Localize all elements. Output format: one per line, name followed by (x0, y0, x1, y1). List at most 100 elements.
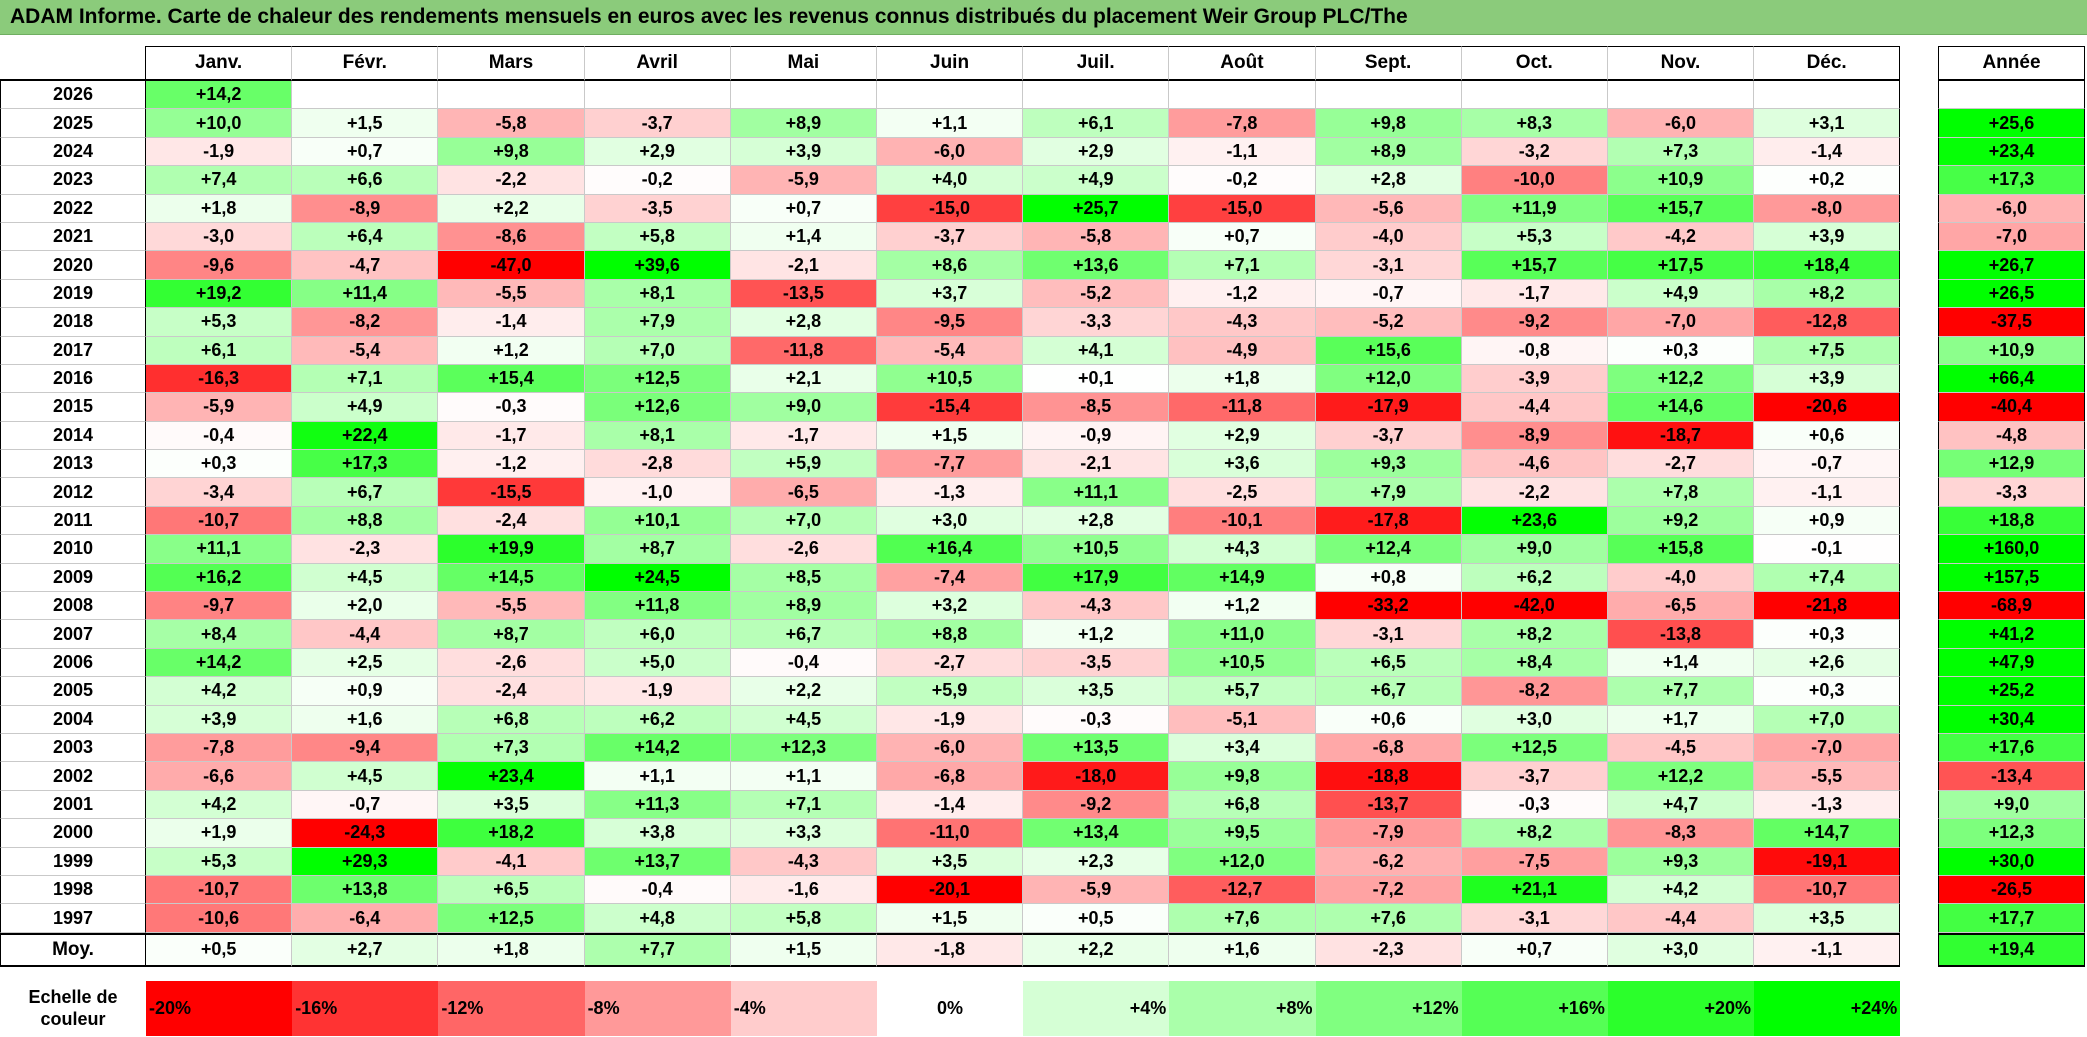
heatmap-cell: -1,2 (438, 450, 585, 479)
month-header: Mars (438, 46, 585, 81)
heatmap-cell: -5,4 (876, 336, 1024, 365)
heatmap-cell: +13,6 (1023, 251, 1170, 280)
heatmap-cell: -5,2 (1023, 279, 1170, 309)
heatmap-cell: -2,1 (1023, 450, 1170, 479)
annual-cell (1938, 81, 2085, 110)
heatmap-cell: +22,4 (292, 421, 439, 451)
heatmap-cell: -1,3 (1754, 790, 1901, 820)
heatmap-cell: +4,3 (1169, 535, 1316, 564)
heatmap-cell: -3,9 (1461, 364, 1608, 394)
month-header: Avril (584, 46, 731, 81)
heatmap-cell: -9,5 (876, 308, 1024, 337)
heatmap-cell: -5,9 (730, 166, 877, 195)
heatmap-cell: +6,2 (1461, 563, 1608, 593)
month-header: Janv. (146, 46, 293, 81)
heatmap-cell: -18,8 (1315, 762, 1462, 791)
heatmap-cell: +3,5 (438, 790, 585, 820)
heatmap-cell: +7,3 (438, 733, 585, 763)
heatmap-cell: +8,6 (876, 251, 1024, 280)
heatmap-cell: +1,7 (1607, 705, 1755, 734)
year-label: 2012 (0, 478, 146, 507)
annual-cell: +25,6 (1938, 109, 2085, 138)
heatmap-cell: -3,5 (584, 194, 731, 223)
heatmap-cell: +12,4 (1315, 535, 1462, 564)
heatmap-cell: +14,9 (1169, 563, 1316, 593)
heatmap-cell: +4,5 (292, 762, 439, 791)
heatmap-cell: +9,8 (1315, 109, 1462, 138)
heatmap-cell: +7,0 (730, 506, 877, 536)
heatmap-cell: -2,1 (730, 251, 877, 280)
heatmap-cell: +2,8 (1315, 166, 1462, 195)
heatmap-cell: +11,0 (1169, 620, 1316, 649)
heatmap-cell: -1,7 (438, 421, 585, 451)
heatmap-cell: -8,9 (292, 194, 439, 223)
month-header: Juil. (1023, 46, 1170, 81)
heatmap-cell: -0,3 (1023, 705, 1170, 734)
heatmap-cell: -7,4 (876, 563, 1024, 593)
average-annual-cell: +19,4 (1938, 932, 2085, 967)
year-label: 2008 (0, 592, 146, 621)
average-cell: -1,8 (876, 932, 1024, 967)
heatmap-cell: -9,7 (146, 592, 293, 621)
heatmap-cell: +16,4 (876, 535, 1024, 564)
heatmap-cell: -13,7 (1315, 790, 1462, 820)
heatmap-cell: +6,8 (438, 705, 585, 734)
heatmap-cell: -4,4 (292, 620, 439, 649)
annual-header: Année (1938, 46, 2085, 81)
heatmap-cell: +3,9 (146, 705, 293, 734)
year-label: 2005 (0, 677, 146, 706)
heatmap-cell: +3,9 (1754, 222, 1901, 252)
year-label: 2000 (0, 819, 146, 848)
header-corner (0, 46, 146, 81)
heatmap-cell: +17,3 (292, 450, 439, 479)
heatmap-cell: -2,6 (438, 648, 585, 678)
year-label: 2015 (0, 393, 146, 422)
heatmap-cell: +1,1 (584, 762, 731, 791)
heatmap-cell (1607, 81, 1755, 110)
heatmap-cell: +12,2 (1607, 762, 1755, 791)
heatmap-cell: +4,0 (876, 166, 1024, 195)
heatmap-cell: -12,8 (1754, 308, 1901, 337)
heatmap-cell: -1,6 (730, 875, 877, 905)
color-scale: Echelle de couleur -20% -16% -12% -8% -4% 0% +4… (0, 981, 1901, 1036)
heatmap-cell (1461, 81, 1608, 110)
heatmap-cell: +10,5 (1169, 648, 1316, 678)
color-scale-step: 0% (876, 981, 1024, 1036)
annual-cell: +17,6 (1938, 733, 2085, 763)
heatmap-cell: +4,9 (1023, 166, 1170, 195)
year-label: 2022 (0, 194, 146, 223)
heatmap-cell: +14,5 (438, 563, 585, 593)
heatmap-cell: +0,3 (146, 450, 293, 479)
annual-cell: +157,5 (1938, 563, 2085, 593)
heatmap-cell: -24,3 (292, 819, 439, 848)
heatmap-cell: +1,6 (292, 705, 439, 734)
heatmap-cell: -5,8 (1023, 222, 1170, 252)
heatmap-cell: -2,2 (438, 166, 585, 195)
annual-cell: +18,8 (1938, 506, 2085, 536)
heatmap-cell: +14,2 (146, 81, 293, 110)
heatmap-cell: +15,7 (1607, 194, 1755, 223)
heatmap-cell: +7,9 (584, 308, 731, 337)
heatmap-cell: -15,5 (438, 478, 585, 507)
heatmap-cell: +4,2 (146, 677, 293, 706)
heatmap-cell: +7,0 (1754, 705, 1901, 734)
heatmap-cell: -5,5 (438, 592, 585, 621)
heatmap-cell: +6,1 (1023, 109, 1170, 138)
heatmap-cell: -17,9 (1315, 393, 1462, 422)
heatmap-cell: +0,7 (1169, 222, 1316, 252)
heatmap-cell: -6,6 (146, 762, 293, 791)
heatmap-cell: -8,3 (1607, 819, 1755, 848)
heatmap-cell: -11,8 (730, 336, 877, 365)
heatmap-cell: -4,0 (1607, 563, 1755, 593)
heatmap-cell: +3,6 (1169, 450, 1316, 479)
heatmap-cell: +3,2 (876, 592, 1024, 621)
heatmap-cell: +10,1 (584, 506, 731, 536)
heatmap-cell: +2,6 (1754, 648, 1901, 678)
month-header: Août (1169, 46, 1316, 81)
heatmap-cell: +3,8 (584, 819, 731, 848)
heatmap-cell: +7,1 (292, 364, 439, 394)
heatmap-cell: +8,8 (876, 620, 1024, 649)
annual-cell: +17,7 (1938, 904, 2085, 933)
heatmap-cell: -3,3 (1023, 308, 1170, 337)
heatmap-cell: +15,6 (1315, 336, 1462, 365)
